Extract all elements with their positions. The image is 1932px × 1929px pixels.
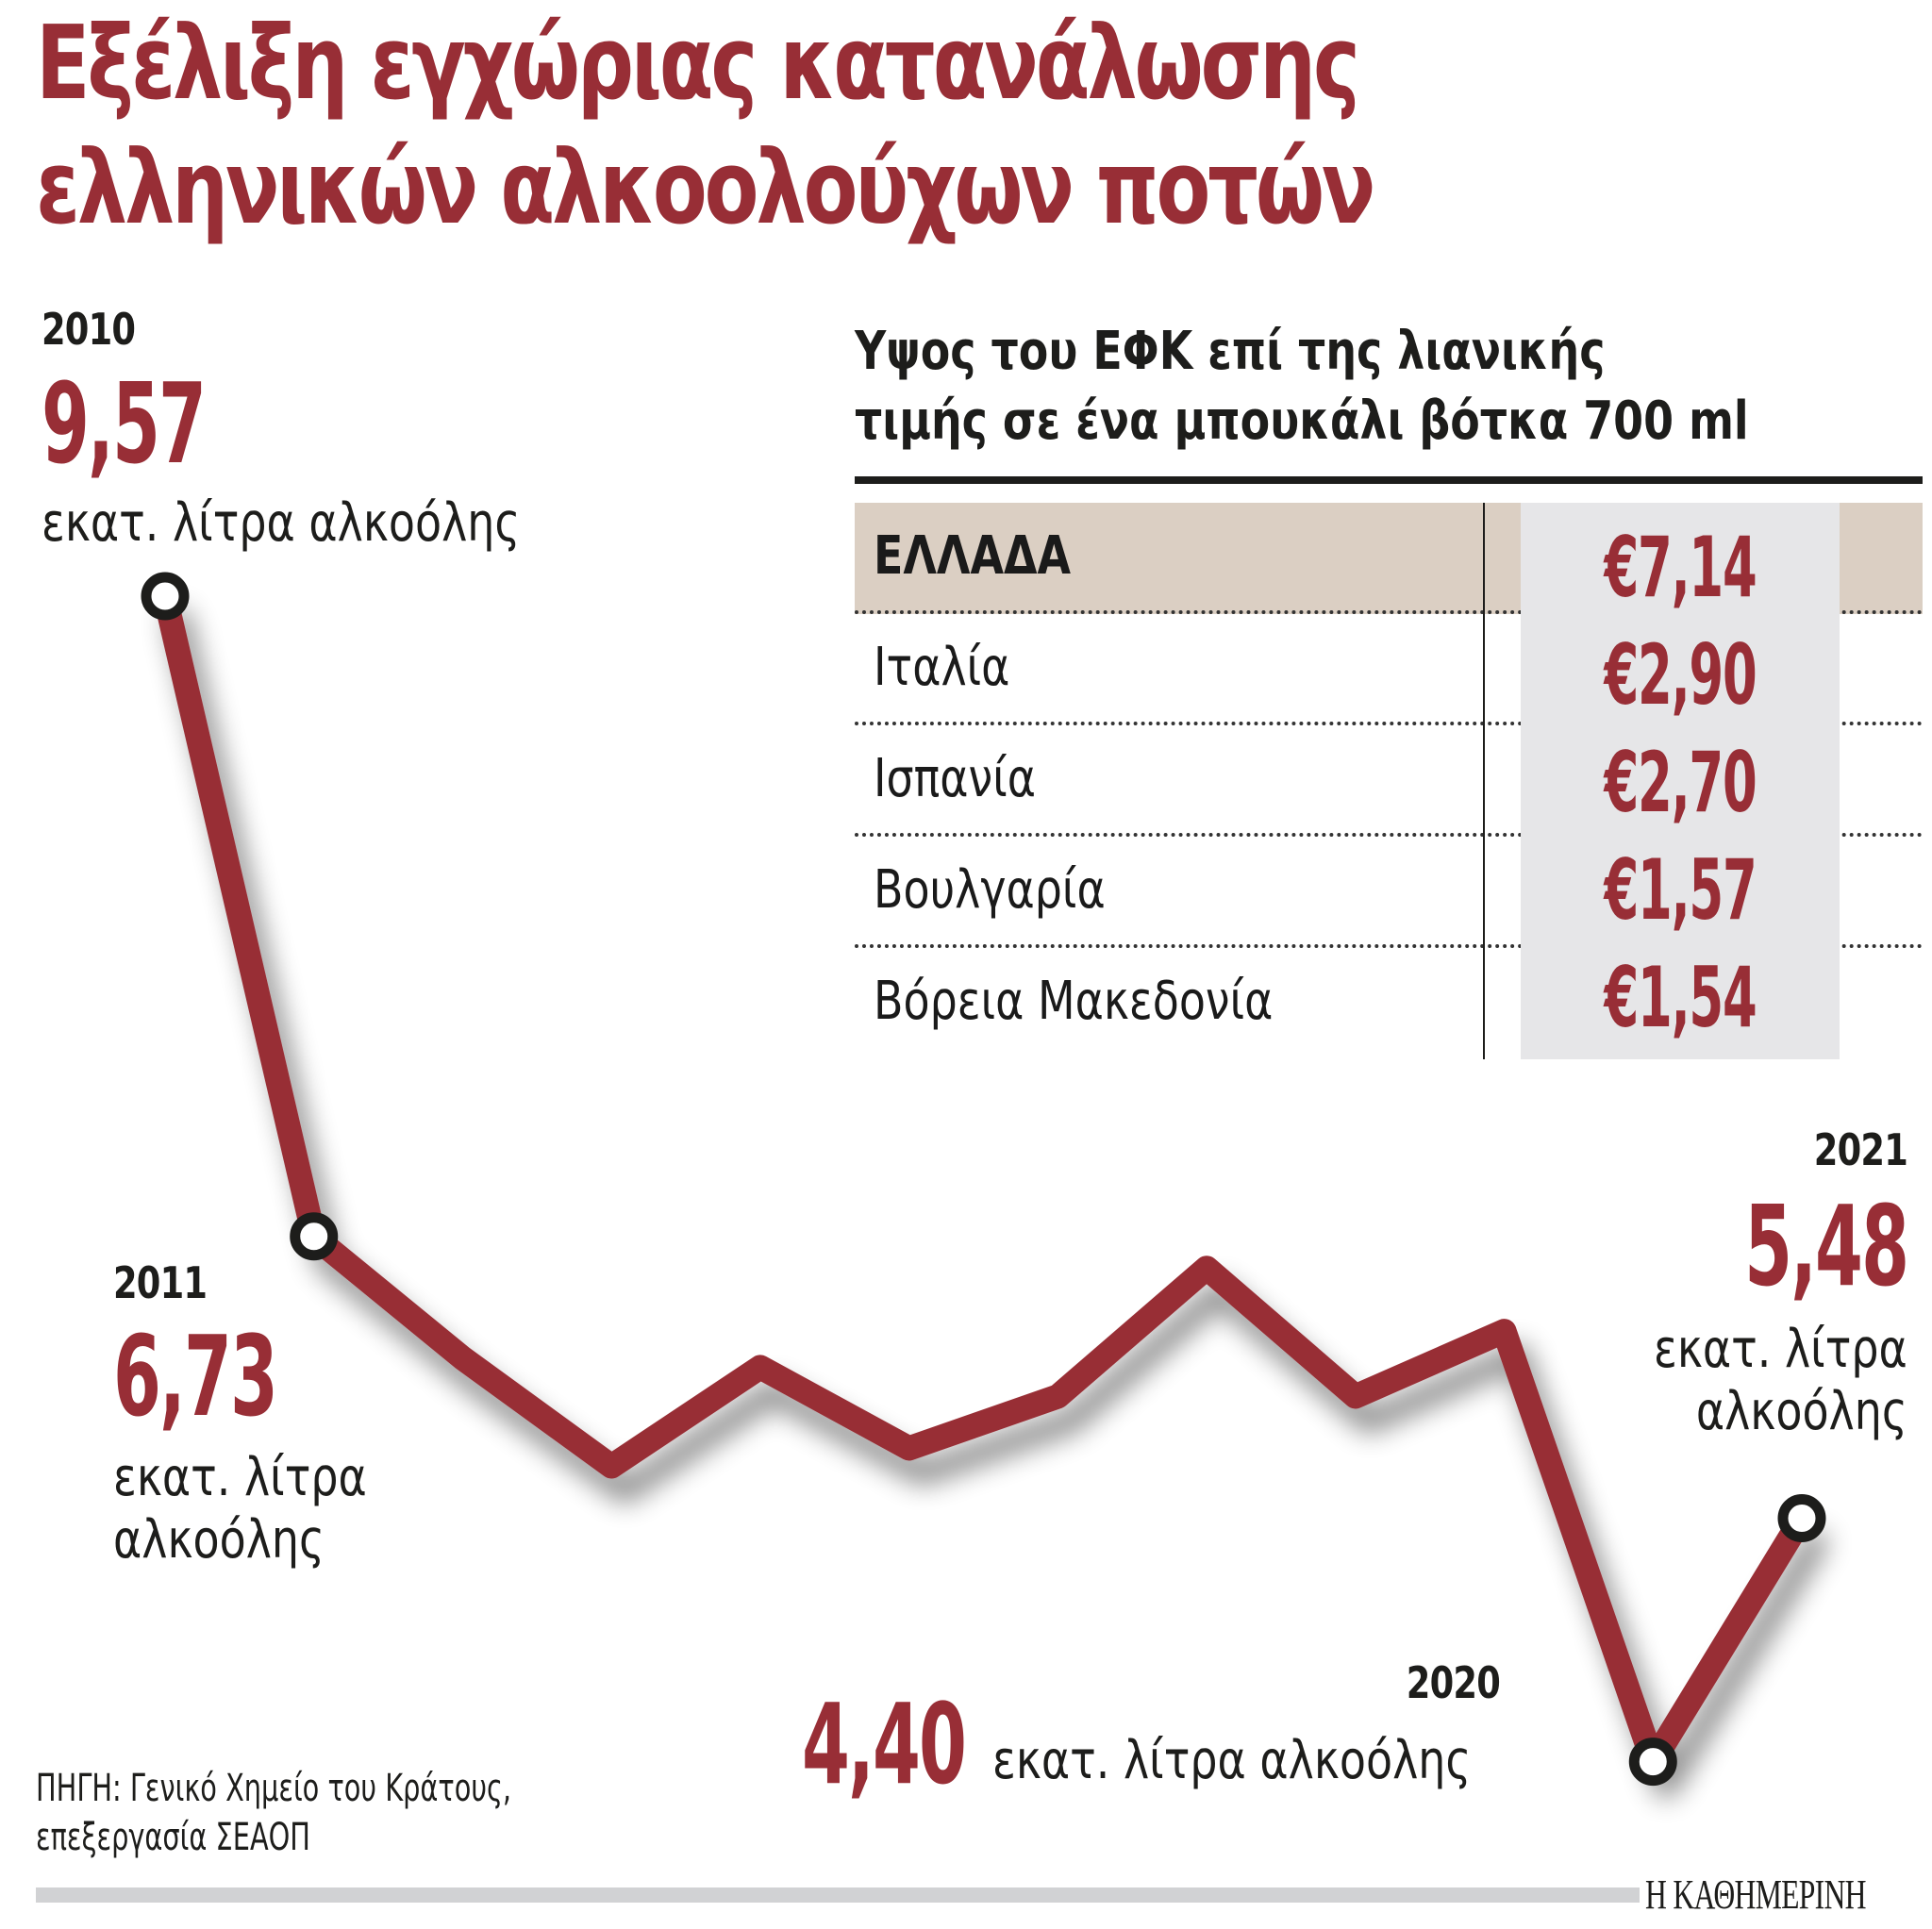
title-line-2: ελληνικών αλκοολούχων ποτών bbox=[36, 129, 1375, 247]
source-line-1: ΠΗΓΗ: Γενικό Χημείο του Κράτους, bbox=[36, 1767, 512, 1810]
table-title-line-2: τιμής σε ένα μπουκάλι βότκα 700 ml bbox=[855, 391, 1749, 452]
table-title-line-1: Υψος του ΕΦΚ επί της λιανικής bbox=[855, 321, 1606, 382]
value-greece: €7,14 bbox=[1604, 519, 1757, 616]
value-label-2010: 9,57 bbox=[42, 358, 207, 489]
table-row-north-macedonia: Βόρεια Μακεδονία bbox=[855, 948, 1923, 1056]
value-label-2011: 6,73 bbox=[113, 1311, 278, 1441]
unit-label-2021: εκατ. λίτρα αλκοόλης bbox=[1654, 1319, 1907, 1443]
footer-bar bbox=[36, 1887, 1640, 1903]
year-label-2011: 2011 bbox=[113, 1257, 208, 1308]
table-title: Υψος του ΕΦΚ επί της λιανικής τιμής σε έ… bbox=[855, 317, 1749, 457]
value-label-2021: 5,48 bbox=[1743, 1181, 1909, 1311]
table-row-italy: Ιταλία bbox=[855, 614, 1923, 725]
data-point-marker-2021 bbox=[1777, 1494, 1826, 1543]
consumption-line bbox=[153, 584, 1814, 1774]
unit-label-2020: εκατ. λίτρα αλκοόλης bbox=[992, 1730, 1472, 1791]
table-row-bulgaria: Βουλγαρία bbox=[855, 837, 1923, 948]
title-line-1: Εξέλιξη εγχώριας κατανάλωσης bbox=[36, 5, 1360, 123]
value-column-background bbox=[1521, 503, 1840, 1059]
data-point-marker-2011 bbox=[290, 1212, 339, 1261]
country-label: Βουλγαρία bbox=[874, 859, 1106, 921]
table-top-rule bbox=[855, 476, 1923, 484]
brand-logo: Η ΚΑΘΗΜΕΡΙΝΗ bbox=[1645, 1871, 1867, 1918]
value-bulgaria: €1,57 bbox=[1604, 841, 1757, 939]
source-line-2: επεξεργασία ΣΕΑΟΠ bbox=[36, 1816, 310, 1859]
year-label-2021: 2021 bbox=[1813, 1124, 1908, 1175]
country-label: Βόρεια Μακεδονία bbox=[874, 971, 1274, 1032]
source-note: ΠΗΓΗ: Γενικό Χημείο του Κράτους, επεξεργ… bbox=[36, 1764, 511, 1862]
unit-label-2011: εκατ. λίτρα αλκοόλης bbox=[113, 1447, 367, 1571]
table-row-spain: Ισπανία bbox=[855, 725, 1923, 837]
value-label-2020: 4,40 bbox=[802, 1679, 967, 1809]
data-point-marker-2020 bbox=[1628, 1738, 1677, 1787]
country-label: Ιταλία bbox=[874, 637, 1010, 698]
column-separator bbox=[1483, 503, 1485, 1059]
unit-line-2: αλκοόλης bbox=[1696, 1381, 1907, 1442]
year-label-2010: 2010 bbox=[42, 304, 136, 355]
unit-label-2010: εκατ. λίτρα αλκοόλης bbox=[42, 492, 521, 554]
year-label-2020: 2020 bbox=[1406, 1657, 1501, 1708]
country-label: ΕΛΛΑΔΑ bbox=[874, 525, 1072, 587]
chart-title: Εξέλιξη εγχώριας κατανάλωσης ελληνικών α… bbox=[36, 2, 1375, 251]
value-italy: €2,90 bbox=[1604, 626, 1757, 723]
value-north-macedonia: €1,54 bbox=[1604, 949, 1757, 1046]
unit-line-2: αλκοόλης bbox=[113, 1509, 325, 1571]
value-spain: €2,70 bbox=[1604, 734, 1757, 831]
unit-line-1: εκατ. λίτρα bbox=[113, 1447, 367, 1508]
data-point-marker-2010 bbox=[141, 572, 190, 621]
country-label: Ισπανία bbox=[874, 748, 1037, 809]
unit-line-1: εκατ. λίτρα bbox=[1654, 1319, 1907, 1380]
